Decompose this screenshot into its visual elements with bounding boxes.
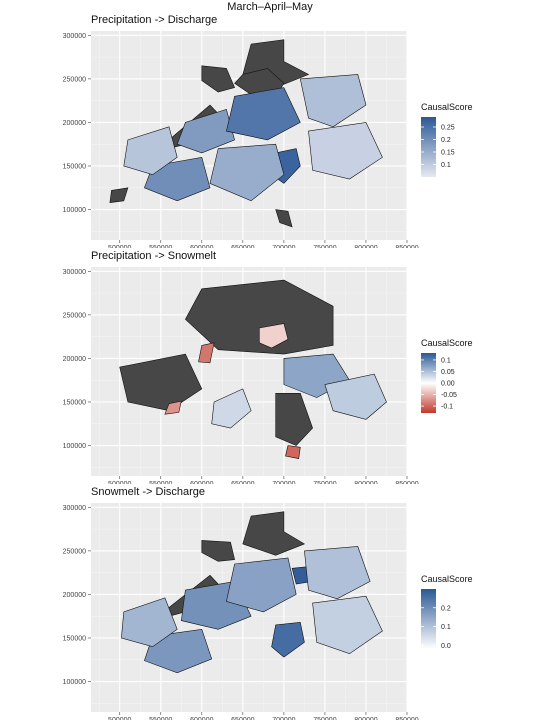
y-tick-label: 200000 <box>63 120 86 127</box>
y-tick-label: 150000 <box>63 635 86 642</box>
x-tick-label: 600000 <box>190 245 213 248</box>
y-tick-label: 300000 <box>63 505 86 512</box>
map-region <box>299 74 367 128</box>
x-tick-label: 850000 <box>395 481 418 484</box>
chart-title: Precipitation -> Discharge <box>91 14 218 26</box>
map-region <box>304 546 371 600</box>
map-region <box>211 388 252 429</box>
x-tick-label: 700000 <box>272 717 295 720</box>
map-region <box>226 87 301 141</box>
legend-title: CausalScore <box>421 574 473 584</box>
x-tick-label: 800000 <box>354 481 377 484</box>
figure-title: March–April–May <box>227 1 313 13</box>
y-tick-label: 200000 <box>63 592 86 599</box>
x-tick-label: 550000 <box>149 717 172 720</box>
y-tick-label: 300000 <box>63 269 86 276</box>
x-tick-label: 650000 <box>231 717 254 720</box>
x-tick-label: 600000 <box>190 717 213 720</box>
map-region <box>121 597 178 648</box>
y-tick-label: 150000 <box>63 399 86 406</box>
x-tick-label: 600000 <box>190 481 213 484</box>
map-region <box>201 540 235 562</box>
map-region <box>185 279 334 355</box>
legend-title: CausalScore <box>421 338 473 348</box>
x-tick-label: 850000 <box>395 717 418 720</box>
legend-tick-label: -0.1 <box>441 404 453 411</box>
map-region <box>164 400 182 415</box>
map-region <box>275 209 293 228</box>
map-region <box>209 143 285 202</box>
x-tick-label: 800000 <box>354 245 377 248</box>
chart-title: Snowmelt -> Discharge <box>91 486 206 498</box>
legend-tick-label: 0.2 <box>441 605 451 612</box>
legend-tick-label: 0.15 <box>441 150 455 157</box>
chart-svg: 500000 550000 600000 650000 700000 750000 8000… <box>63 267 473 484</box>
map-region <box>176 109 235 154</box>
x-tick-label: 850000 <box>395 245 418 248</box>
x-tick-label: 550000 <box>149 245 172 248</box>
chart-svg: 500000 550000 600000 650000 700000 750000 8000… <box>63 31 473 248</box>
legend-tick-label: 0.2 <box>441 137 451 144</box>
legend-colorbar <box>421 353 436 413</box>
x-tick-label: 650000 <box>231 481 254 484</box>
y-tick-label: 100000 <box>63 443 86 450</box>
map-region <box>275 393 313 446</box>
legend-tick-label: 0.05 <box>441 369 455 376</box>
y-tick-label: 200000 <box>63 356 86 363</box>
map-region <box>285 445 301 459</box>
y-tick-label: 250000 <box>63 312 86 319</box>
chart-panel-precip-snowmelt: Precipitation -> Snowmelt 500000 550000 60… <box>0 248 540 484</box>
y-tick-label: 100000 <box>63 207 86 214</box>
x-tick-label: 700000 <box>272 245 295 248</box>
map-region <box>198 342 215 364</box>
chart-panel-snowmelt-discharge: Snowmelt -> Discharge 500000 550000 600000… <box>0 484 540 720</box>
legend-title: CausalScore <box>421 102 473 112</box>
legend-tick-label: 0.1 <box>441 624 451 631</box>
map-region <box>242 511 306 556</box>
x-tick-label: 700000 <box>272 481 295 484</box>
chart-panel-precip-discharge: Precipitation -> Discharge 500000 550000 6… <box>0 12 540 248</box>
legend-colorbar <box>421 117 436 177</box>
x-tick-label: 500000 <box>108 717 131 720</box>
map-region <box>123 126 178 176</box>
legend-tick-label: 0.0 <box>441 643 451 650</box>
legend-tick-label: 0.1 <box>441 162 451 169</box>
map-region <box>201 65 236 93</box>
x-tick-label: 750000 <box>313 717 336 720</box>
legend-tick-label: -0.05 <box>441 392 457 399</box>
map-region <box>271 621 305 658</box>
chart-title: Precipitation -> Snowmelt <box>91 250 217 262</box>
x-tick-label: 500000 <box>108 481 131 484</box>
legend-tick-label: 0.25 <box>441 125 455 132</box>
map-region <box>109 187 129 203</box>
map-region <box>258 323 289 349</box>
chart-svg: 500000 550000 600000 650000 700000 750000 8000… <box>63 503 473 720</box>
map-region <box>226 557 297 613</box>
y-tick-label: 250000 <box>63 548 86 555</box>
x-tick-label: 800000 <box>354 717 377 720</box>
map-region <box>324 373 387 420</box>
y-tick-label: 250000 <box>63 76 86 83</box>
legend-tick-label: 0.1 <box>441 357 451 364</box>
x-tick-label: 750000 <box>313 245 336 248</box>
y-tick-label: 300000 <box>63 33 86 40</box>
y-tick-label: 100000 <box>63 679 86 686</box>
y-tick-label: 150000 <box>63 163 86 170</box>
x-tick-label: 500000 <box>108 245 131 248</box>
map-region <box>312 595 383 655</box>
x-tick-label: 550000 <box>149 481 172 484</box>
map-region <box>119 353 203 412</box>
legend-tick-label: 0.00 <box>441 381 455 388</box>
x-tick-label: 750000 <box>313 481 336 484</box>
legend-colorbar <box>421 589 436 649</box>
map-region <box>308 122 383 180</box>
x-tick-label: 650000 <box>231 245 254 248</box>
